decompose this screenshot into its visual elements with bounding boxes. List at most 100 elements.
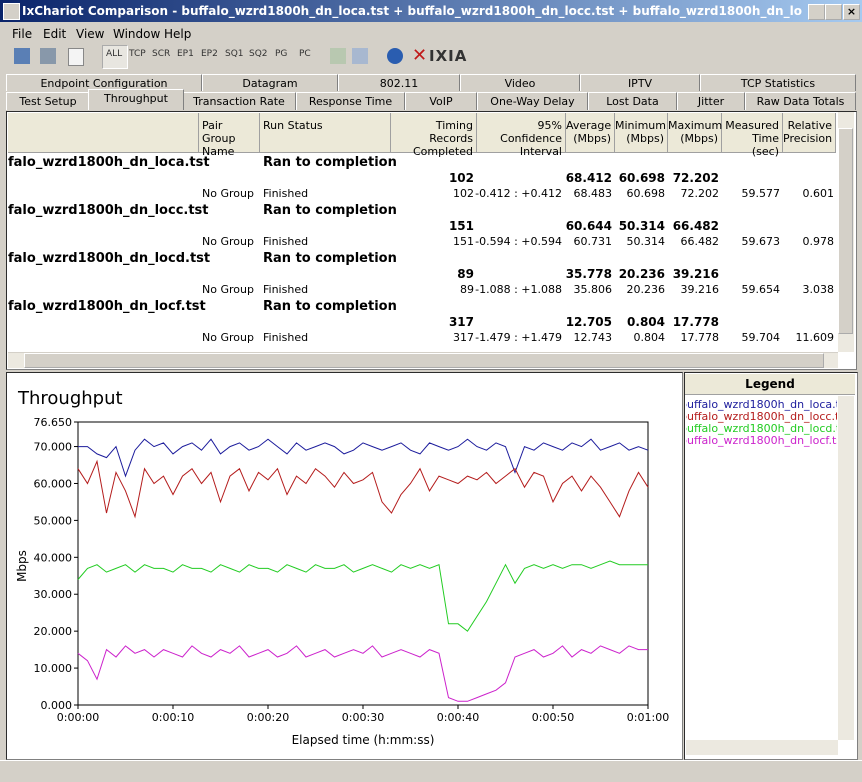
header-cell[interactable]: Measured Time (sec) [722, 113, 783, 158]
pair-average: 68.483 [573, 187, 613, 200]
toolbar-button[interactable]: SQ2 [249, 49, 268, 59]
legend-entry[interactable]: buffalo_wzrd1800h_dn_locc.tst:F [686, 410, 837, 423]
tab[interactable]: Endpoint Configuration [6, 74, 202, 91]
header-cell[interactable]: Average (Mbps) [566, 113, 615, 153]
print-icon[interactable] [40, 48, 56, 64]
file-name: falo_wzrd1800h_dn_locc.tst [8, 203, 209, 218]
pair-status: Finished [263, 331, 309, 344]
header-cell[interactable]: Relative Precision [783, 113, 836, 153]
save-icon[interactable] [14, 48, 30, 64]
header-cell[interactable]: 95% Confidence Interval [477, 113, 566, 158]
header-line: (Mbps) [573, 132, 611, 145]
legend-entry[interactable]: buffalo_wzrd1800h_dn_locf.tst:P [686, 434, 837, 447]
pair-time: 59.704 [741, 331, 781, 344]
header-cell[interactable]: Timing Records Completed [391, 113, 477, 158]
tab[interactable]: Lost Data [588, 92, 677, 110]
minimize-button[interactable] [808, 4, 825, 20]
legend-title: Legend [745, 377, 795, 391]
ixia-logo: IXIA [429, 47, 468, 65]
pair-time: 59.673 [741, 235, 781, 248]
summary-minimum: 0.804 [627, 315, 665, 329]
summary-minimum: 60.698 [618, 171, 665, 185]
tab[interactable]: Video [460, 74, 580, 91]
toolbar-button[interactable]: PG [275, 49, 288, 59]
header-cell[interactable]: Maximum (Mbps) [668, 113, 722, 153]
x-tick-label: 0:00:20 [247, 711, 289, 724]
tab[interactable]: Datagram [202, 74, 338, 91]
toolbar-button[interactable]: SCR [152, 49, 171, 59]
run-status: Ran to completion [263, 251, 397, 266]
pair-time: 59.654 [741, 283, 781, 296]
summary-average: 35.778 [565, 267, 612, 281]
series-line [77, 459, 649, 519]
summary-minimum: 50.314 [618, 219, 665, 233]
chart-panel [6, 372, 683, 760]
y-tick-label: 0.000 [41, 699, 73, 712]
close-button[interactable]: × [843, 4, 860, 20]
series-line [77, 645, 648, 702]
toolbar-button[interactable]: EP1 [177, 49, 194, 59]
toolbar-button[interactable]: EP2 [201, 49, 218, 59]
pair-maximum: 17.778 [680, 331, 720, 344]
x-tick-label: 0:01:00 [627, 711, 669, 724]
toolbar-button[interactable]: PC [299, 49, 311, 59]
y-axis-label: Mbps [15, 550, 29, 582]
menu-item[interactable]: Window [113, 27, 161, 41]
pair-maximum: 39.216 [680, 283, 720, 296]
header-cell[interactable]: Run Status [260, 113, 391, 153]
tab[interactable]: Response Time [296, 92, 405, 110]
menu-item[interactable]: View [76, 27, 105, 41]
copy-icon[interactable] [68, 48, 84, 66]
pair-minimum: 60.698 [626, 187, 666, 200]
toolbar-button[interactable]: TCP [129, 49, 146, 59]
header-line: Interval [519, 145, 562, 158]
toolbar-button[interactable]: ALL [106, 49, 123, 59]
menu-item[interactable]: Help [164, 27, 192, 41]
pair-average: 12.743 [573, 331, 613, 344]
export-icon[interactable] [330, 48, 346, 64]
pair-status: Finished [263, 187, 309, 200]
header-cell[interactable]: Pair Group Name [199, 113, 260, 158]
pair-group: No Group [202, 187, 254, 200]
legend-hscroll[interactable] [686, 740, 838, 755]
tab-selected[interactable]: Throughput [88, 89, 184, 110]
tab[interactable]: Test Setup [6, 92, 90, 110]
summary-maximum: 17.778 [672, 315, 719, 329]
tab[interactable]: Jitter [677, 92, 745, 110]
tab[interactable]: VoIP [405, 92, 477, 110]
y-tick-label: 30.000 [34, 588, 73, 601]
tab[interactable]: TCP Statistics [700, 74, 856, 91]
tab[interactable]: IPTV [580, 74, 700, 91]
legend-entry[interactable]: buffalo_wzrd1800h_dn_loca.tst:F [686, 398, 837, 411]
pair-time: 59.577 [741, 187, 781, 200]
legend-header [685, 374, 855, 395]
export2-icon[interactable] [352, 48, 368, 64]
x-tick-label: 0:00:50 [532, 711, 574, 724]
y-tick-label: 10.000 [34, 662, 73, 675]
legend-entry[interactable]: buffalo_wzrd1800h_dn_locd.tst:F [686, 422, 837, 435]
tab[interactable]: 802.11 [338, 74, 460, 91]
table-vscroll-thumb[interactable] [838, 128, 853, 334]
menu-item[interactable]: File [12, 27, 33, 41]
file-name: falo_wzrd1800h_dn_loca.tst [8, 155, 210, 170]
tab[interactable]: One-Way Delay [477, 92, 588, 110]
pair-group: No Group [202, 331, 254, 344]
header-cell[interactable]: Minimum (Mbps) [615, 113, 668, 153]
toolbar-button[interactable]: SQ1 [225, 49, 244, 59]
info-icon[interactable] [387, 48, 403, 64]
window-title: IxChariot Comparison - buffalo_wzrd1800h… [22, 4, 802, 18]
y-tick-label: 20.000 [34, 625, 73, 638]
tab[interactable]: Raw Data Totals [745, 92, 856, 110]
pair-status: Finished [263, 283, 309, 296]
summary-maximum: 39.216 [672, 267, 719, 281]
legend-vscroll[interactable] [838, 396, 854, 740]
tab[interactable]: Transaction Rate [182, 92, 296, 110]
throughput-chart: Throughput Elapsed time (h:mm:ss) Mbps 0… [15, 388, 669, 747]
header-line: Minimum [615, 119, 666, 132]
maximize-button[interactable] [825, 4, 842, 20]
pair-minimum: 50.314 [626, 235, 666, 248]
pair-maximum: 72.202 [680, 187, 720, 200]
table-hscroll-thumb[interactable] [24, 353, 824, 368]
menu-item[interactable]: Edit [43, 27, 67, 41]
legend-panel [684, 372, 858, 760]
